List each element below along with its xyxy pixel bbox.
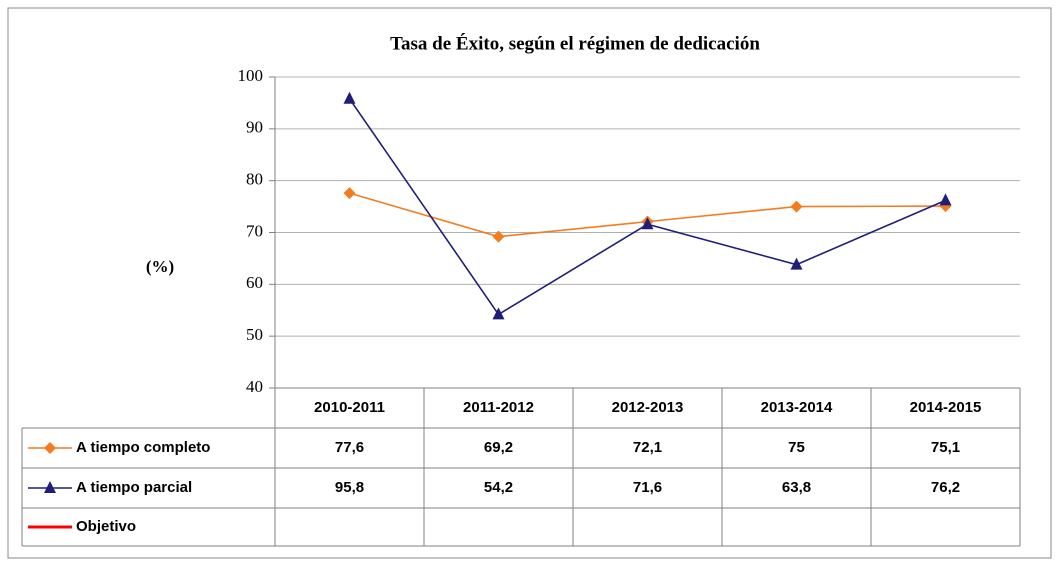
- marker: [343, 91, 356, 104]
- table-value: 75: [788, 439, 805, 456]
- y-tick-label: 80: [246, 170, 263, 189]
- table-value: 77,6: [335, 439, 364, 456]
- table-value: 76,2: [931, 479, 960, 496]
- chart-title: Tasa de Éxito, según el régimen de dedic…: [390, 32, 760, 54]
- legend-label: A tiempo completo: [76, 439, 210, 456]
- marker: [492, 230, 505, 243]
- x-tick-label: 2011-2012: [463, 399, 534, 416]
- marker: [44, 442, 56, 454]
- legend-label: Objetivo: [76, 518, 136, 535]
- marker: [939, 193, 952, 206]
- x-tick-label: 2012-2013: [612, 399, 684, 416]
- table-value: 75,1: [931, 439, 960, 456]
- chart-border: [7, 7, 1052, 559]
- y-tick-label: 100: [238, 66, 264, 85]
- marker: [790, 200, 803, 213]
- marker: [44, 481, 56, 493]
- table-value: 54,2: [484, 479, 513, 496]
- x-tick-label: 2013-2014: [761, 399, 833, 416]
- table-value: 69,2: [484, 439, 513, 456]
- table-value: 63,8: [782, 479, 811, 496]
- table-value: 71,6: [633, 479, 662, 496]
- x-tick-label: 2014-2015: [910, 399, 982, 416]
- y-axis-label: (%): [146, 257, 174, 276]
- marker: [790, 257, 803, 270]
- y-tick-label: 50: [246, 325, 263, 344]
- table-value: 72,1: [633, 439, 662, 456]
- y-tick-label: 60: [246, 273, 263, 292]
- x-tick-label: 2010-2011: [314, 399, 385, 416]
- legend-label: A tiempo parcial: [76, 479, 192, 496]
- y-tick-label: 40: [246, 377, 263, 396]
- table-value: 95,8: [335, 479, 364, 496]
- y-tick-label: 70: [246, 221, 263, 240]
- marker: [492, 307, 505, 320]
- marker: [343, 187, 356, 200]
- marker: [641, 217, 654, 230]
- y-tick-label: 90: [246, 118, 263, 137]
